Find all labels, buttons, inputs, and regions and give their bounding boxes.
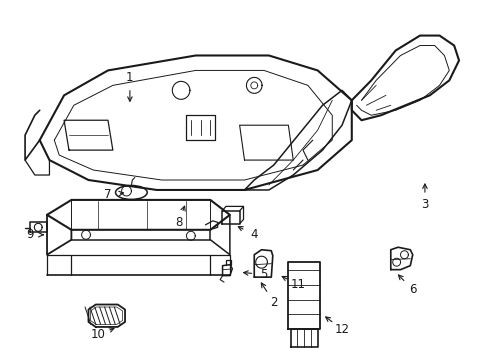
Text: 9: 9: [26, 228, 34, 241]
Text: 12: 12: [334, 323, 349, 336]
Text: 8: 8: [175, 216, 182, 229]
Text: 11: 11: [290, 278, 305, 291]
Text: 2: 2: [269, 296, 277, 309]
Text: 3: 3: [420, 198, 427, 211]
Text: 1: 1: [126, 71, 133, 84]
Text: 10: 10: [91, 328, 105, 341]
Text: 4: 4: [250, 228, 258, 241]
Text: 6: 6: [408, 283, 416, 296]
Text: 5: 5: [260, 268, 267, 281]
Text: 7: 7: [104, 188, 111, 202]
